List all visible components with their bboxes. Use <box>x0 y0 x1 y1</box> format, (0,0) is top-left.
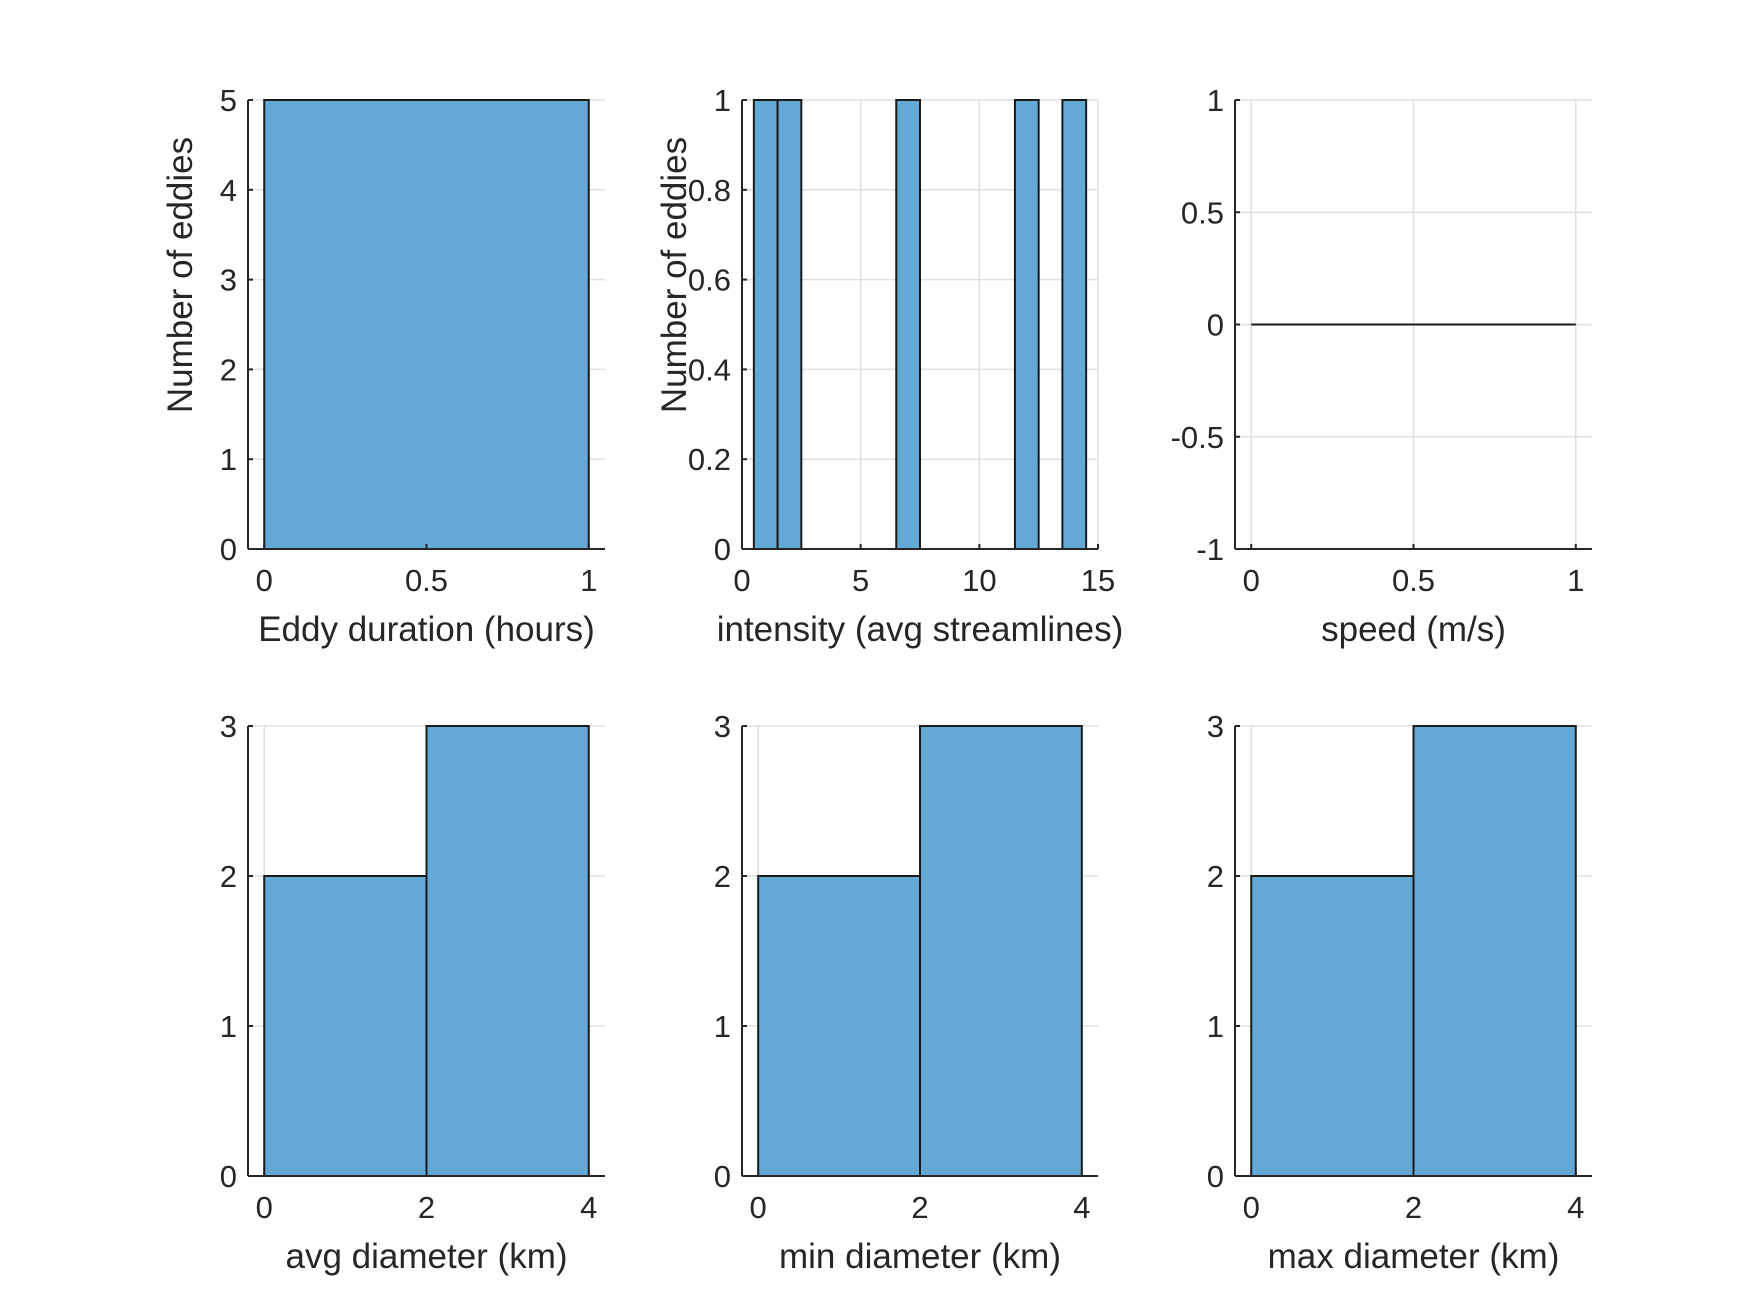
y-tick-label: 0 <box>220 1159 237 1194</box>
y-tick-label: 2 <box>1207 859 1224 894</box>
subplot-5: 0 2 4 0 1 2 3 min diameter (km) <box>714 709 1098 1276</box>
x-tick-label: 0 <box>256 1190 273 1225</box>
y-tick-label: -0.5 <box>1171 420 1224 455</box>
histogram-bar <box>752 99 779 550</box>
x-tick-label: 15 <box>1081 563 1115 598</box>
subplot-1: 0 0.5 1 0 1 2 3 4 5 Eddy duration (hours) Number o… <box>161 83 605 649</box>
subplot-3: 0 0.5 1 -1 -0.5 0 0.5 1 speed (m/s) <box>1171 83 1592 649</box>
y-tick-label: -1 <box>1196 532 1224 567</box>
y-tick-label: 0 <box>1207 308 1224 343</box>
y-tick-label: 1 <box>1207 83 1224 118</box>
histogram-bar <box>1412 725 1577 1177</box>
y-tick-label: 2 <box>714 859 731 894</box>
histogram-bar <box>1250 875 1415 1177</box>
y-tick-label: 0.4 <box>688 352 731 387</box>
y-tick-label: 0.5 <box>1181 195 1224 230</box>
y-axis-label: Number of eddies <box>655 137 694 413</box>
x-tick-label: 2 <box>911 1190 928 1225</box>
y-tick-label: 2 <box>220 859 237 894</box>
x-tick-label: 1 <box>1567 563 1584 598</box>
histogram-bar <box>776 99 803 550</box>
histogram-bar <box>1061 99 1088 550</box>
x-tick-label: 0 <box>1243 1190 1260 1225</box>
x-tick-label: 0 <box>750 1190 767 1225</box>
x-axis-label: max diameter (km) <box>1268 1237 1560 1276</box>
y-tick-label: 4 <box>220 173 237 208</box>
x-tick-label: 4 <box>1073 1190 1090 1225</box>
histogram-bar <box>919 725 1083 1177</box>
y-axis-label: Number of eddies <box>161 137 200 413</box>
x-tick-label: 1 <box>580 563 597 598</box>
y-tick-label: 0.2 <box>688 442 731 477</box>
y-tick-label: 0 <box>1207 1159 1224 1194</box>
histogram-bar <box>757 875 921 1177</box>
y-tick-label: 2 <box>220 352 237 387</box>
y-tick-label: 3 <box>220 709 237 744</box>
x-tick-label: 2 <box>418 1190 435 1225</box>
y-tick-label: 0 <box>220 532 237 567</box>
x-axis-label: Eddy duration (hours) <box>258 610 595 649</box>
histogram-bar <box>895 99 921 550</box>
y-tick-label: 5 <box>220 83 237 118</box>
histogram-bar <box>1013 99 1040 550</box>
x-tick-label: 4 <box>1567 1190 1584 1225</box>
x-tick-label: 0 <box>733 563 750 598</box>
y-tick-label: 1 <box>714 1009 731 1044</box>
x-tick-label: 0 <box>1243 563 1260 598</box>
subplot-2: 0 5 10 15 0 0.2 0.4 0.6 0.8 1 intensity (avg strea… <box>655 83 1123 649</box>
x-tick-label: 4 <box>580 1190 597 1225</box>
x-axis-label: avg diameter (km) <box>285 1237 567 1276</box>
y-tick-label: 0 <box>714 532 731 567</box>
x-axis-label: intensity (avg streamlines) <box>717 610 1124 649</box>
y-tick-label: 3 <box>220 263 237 298</box>
x-tick-label: 2 <box>1405 1190 1422 1225</box>
y-tick-label: 0.6 <box>688 263 731 298</box>
histogram-bar <box>425 725 590 1177</box>
x-tick-label: 10 <box>962 563 996 598</box>
y-tick-label: 1 <box>220 442 237 477</box>
y-tick-label: 1 <box>714 83 731 118</box>
x-tick-label: 0.5 <box>1392 563 1435 598</box>
y-tick-label: 0.8 <box>688 173 731 208</box>
y-tick-label: 1 <box>1207 1009 1224 1044</box>
y-tick-label: 0 <box>714 1159 731 1194</box>
x-tick-label: 0 <box>256 563 273 598</box>
subplot-4: 0 2 4 0 1 2 3 avg diameter (km) <box>220 709 605 1276</box>
x-tick-label: 0.5 <box>405 563 448 598</box>
y-tick-label: 3 <box>714 709 731 744</box>
histogram-bar <box>263 99 590 550</box>
x-axis-label: speed (m/s) <box>1321 610 1506 649</box>
y-tick-label: 3 <box>1207 709 1224 744</box>
subplot-6: 0 2 4 0 1 2 3 max diameter (km) <box>1207 709 1592 1276</box>
x-axis-label: min diameter (km) <box>779 1237 1061 1276</box>
histogram-bar <box>263 875 428 1177</box>
y-tick-label: 1 <box>220 1009 237 1044</box>
x-tick-label: 5 <box>852 563 869 598</box>
